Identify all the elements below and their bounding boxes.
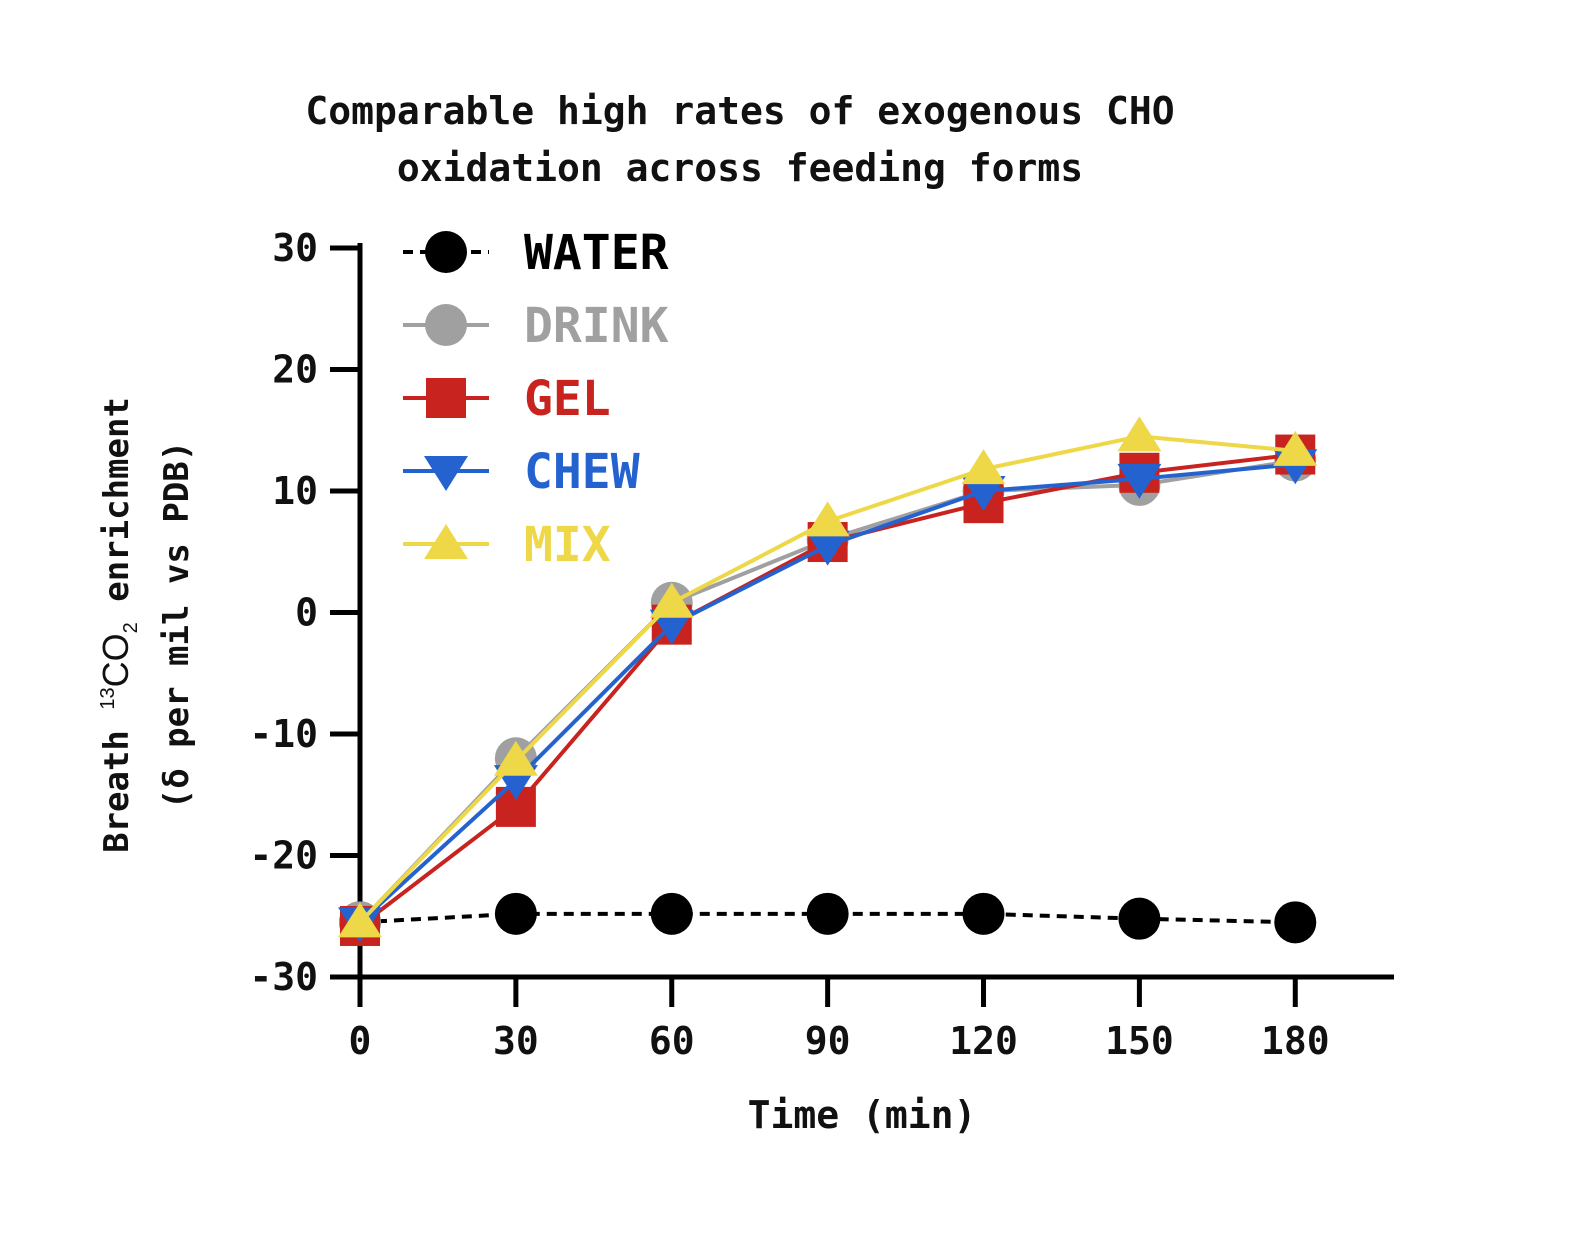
data-point-mix xyxy=(961,449,1006,485)
legend-swatch-marker xyxy=(425,231,467,273)
legend-swatch-marker xyxy=(424,456,468,491)
y-axis-label-line-2-group: (δ per mil vs PDB) xyxy=(157,441,197,809)
data-point-water xyxy=(1118,897,1161,940)
legend-item-gel: GEL xyxy=(403,371,611,427)
x-tick-label: 0 xyxy=(349,1019,372,1063)
y-tick-label: -20 xyxy=(249,834,318,878)
chart-title-line-1: Comparable high rates of exogenous CHO xyxy=(305,89,1174,133)
y-tick-label: -30 xyxy=(249,955,318,999)
y-axis-label-prefix: Breath xyxy=(97,710,137,853)
y-axis-label: Breath 13CO2 enrichment xyxy=(95,397,142,853)
data-point-mix xyxy=(649,582,694,618)
data-point-water xyxy=(962,892,1005,935)
data-point-chew xyxy=(805,530,850,566)
legend-label: WATER xyxy=(524,225,669,281)
axis-ticks: 30 20 10 0 -10 -20 -30 0 30 60 90 120 150 180 xyxy=(249,226,1329,1063)
legend-item-chew: CHEW xyxy=(403,444,640,500)
chart-title-line-2: oxidation across feeding forms xyxy=(397,146,1083,190)
data-point-mix xyxy=(1273,430,1318,466)
data-point-mix xyxy=(493,740,538,776)
y-axis-label-line-2: (δ per mil vs PDB) xyxy=(157,441,197,809)
x-tick-label: 150 xyxy=(1105,1019,1174,1063)
legend-swatch-marker xyxy=(425,304,467,346)
series-mix xyxy=(338,416,1318,938)
legend-item-water: WATER xyxy=(403,225,669,281)
data-point-water xyxy=(650,892,693,935)
y-axis-label-isotope: 13 xyxy=(97,687,119,709)
x-tick-label: 90 xyxy=(805,1019,851,1063)
data-point-mix xyxy=(1117,416,1162,452)
series-water xyxy=(339,892,1317,944)
data-point-water xyxy=(806,892,849,935)
data-point-water xyxy=(1274,901,1317,944)
legend-swatch-marker xyxy=(426,378,466,418)
data-point-mix xyxy=(805,501,850,537)
data-point-chew xyxy=(649,609,694,645)
legend: WATER DRINK GEL CHEW MIX xyxy=(403,225,669,573)
data-point-chew xyxy=(961,476,1006,511)
x-tick-label: 60 xyxy=(649,1019,695,1063)
legend-label: DRINK xyxy=(524,298,669,354)
data-point-mix xyxy=(338,902,382,938)
x-tick-label: 120 xyxy=(949,1019,1018,1063)
legend-swatch-marker xyxy=(424,524,468,559)
y-tick-label: -10 xyxy=(249,712,318,756)
legend-item-mix: MIX xyxy=(403,517,611,573)
legend-label: CHEW xyxy=(524,444,640,500)
svg-text:Breath 13CO2 enrichment: Breath 13CO2 enrichment xyxy=(95,397,142,853)
y-tick-label: 10 xyxy=(272,469,318,513)
data-point-chew xyxy=(1117,463,1162,499)
x-tick-label: 180 xyxy=(1261,1019,1330,1063)
y-tick-label: 20 xyxy=(272,348,318,392)
legend-label: MIX xyxy=(524,517,611,573)
series-layer xyxy=(338,416,1318,946)
y-axis-label-molecule: CO xyxy=(95,633,136,687)
y-tick-label: 0 xyxy=(295,591,318,635)
x-axis-label: Time (min) xyxy=(748,1093,977,1137)
data-point-water xyxy=(494,892,537,935)
x-tick-label: 30 xyxy=(493,1019,539,1063)
legend-item-drink: DRINK xyxy=(403,298,669,354)
y-tick-label: 30 xyxy=(272,226,318,270)
y-axis-label-suffix: enrichment xyxy=(97,397,137,622)
legend-label: GEL xyxy=(524,371,611,427)
y-axis-label-subscript: 2 xyxy=(120,622,142,633)
